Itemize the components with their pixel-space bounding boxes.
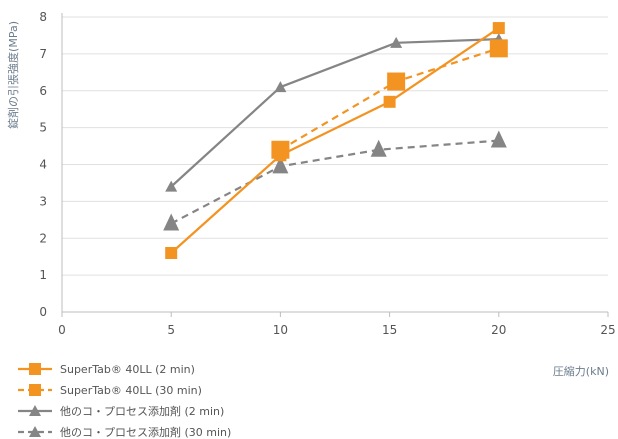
legend-item-2: SuperTab® 40LL (30 min) <box>18 384 202 397</box>
series-1-point-4 <box>492 22 505 35</box>
series-1 <box>165 22 505 259</box>
legend-label-3: 他のコ・プロセス添加剤 (2 min) <box>60 404 224 418</box>
series-2-point-2 <box>387 72 406 91</box>
legend-label-1: SuperTab® 40LL (2 min) <box>60 363 195 376</box>
x-tick-label-0: 0 <box>58 323 66 337</box>
series-3-point-1 <box>165 180 178 192</box>
series-4 <box>163 130 507 231</box>
y-axis-title: 錠剤の引張強度(MPa) <box>6 21 20 129</box>
x-axis-title: 圧縮力(kN) <box>553 364 609 378</box>
y-tick-label-2: 2 <box>39 231 47 245</box>
y-tick-label-8: 8 <box>39 10 47 24</box>
legend: SuperTab® 40LL (2 min) SuperTab® 40LL (30… <box>18 363 231 439</box>
legend-swatch-marker-3 <box>29 405 41 416</box>
legend-item-3: 他のコ・プロセス添加剤 (2 min) <box>18 404 224 418</box>
x-tick-label-5: 5 <box>167 323 175 337</box>
series-2-point-1 <box>271 140 290 159</box>
y-tick-label-5: 5 <box>39 121 47 135</box>
y-tick-label-6: 6 <box>39 84 47 98</box>
series-layer <box>163 22 508 259</box>
x-tick-label-15: 15 <box>382 323 397 337</box>
series-4-point-1 <box>163 213 180 231</box>
series-4-point-4 <box>490 130 507 148</box>
gridlines <box>62 16 608 276</box>
series-4-line <box>170 139 499 225</box>
series-2 <box>271 39 508 159</box>
y-tick-labels: 0 1 2 3 4 5 6 7 8 <box>39 10 47 319</box>
series-4-point-3 <box>370 139 387 157</box>
legend-swatch-marker-4 <box>29 426 41 437</box>
y-tick-label-3: 3 <box>39 194 47 208</box>
legend-swatch-marker-2 <box>29 384 41 396</box>
x-tick-labels: 0 5 10 15 20 25 <box>58 312 616 337</box>
series-3-point-3 <box>390 36 403 48</box>
legend-item-1: SuperTab® 40LL (2 min) <box>18 363 195 376</box>
y-tick-label-4: 4 <box>39 158 47 172</box>
series-1-point-3 <box>383 95 396 108</box>
y-tick-label-1: 1 <box>39 268 47 282</box>
series-3-point-2 <box>274 81 287 93</box>
y-tick-label-0: 0 <box>39 305 47 319</box>
series-4-point-2 <box>272 156 289 174</box>
x-tick-label-25: 25 <box>600 323 615 337</box>
legend-swatch-marker-1 <box>29 363 41 375</box>
legend-label-4: 他のコ・プロセス添加剤 (30 min) <box>60 425 231 439</box>
series-1-point-1 <box>165 247 178 259</box>
y-tick-label-7: 7 <box>39 47 47 61</box>
legend-label-2: SuperTab® 40LL (30 min) <box>60 384 202 397</box>
x-tick-label-20: 20 <box>491 323 506 337</box>
series-3-line <box>170 38 499 188</box>
series-2-point-3 <box>489 39 508 58</box>
legend-item-4: 他のコ・プロセス添加剤 (30 min) <box>18 425 231 439</box>
x-tick-label-10: 10 <box>273 323 288 337</box>
series-3 <box>165 33 505 192</box>
